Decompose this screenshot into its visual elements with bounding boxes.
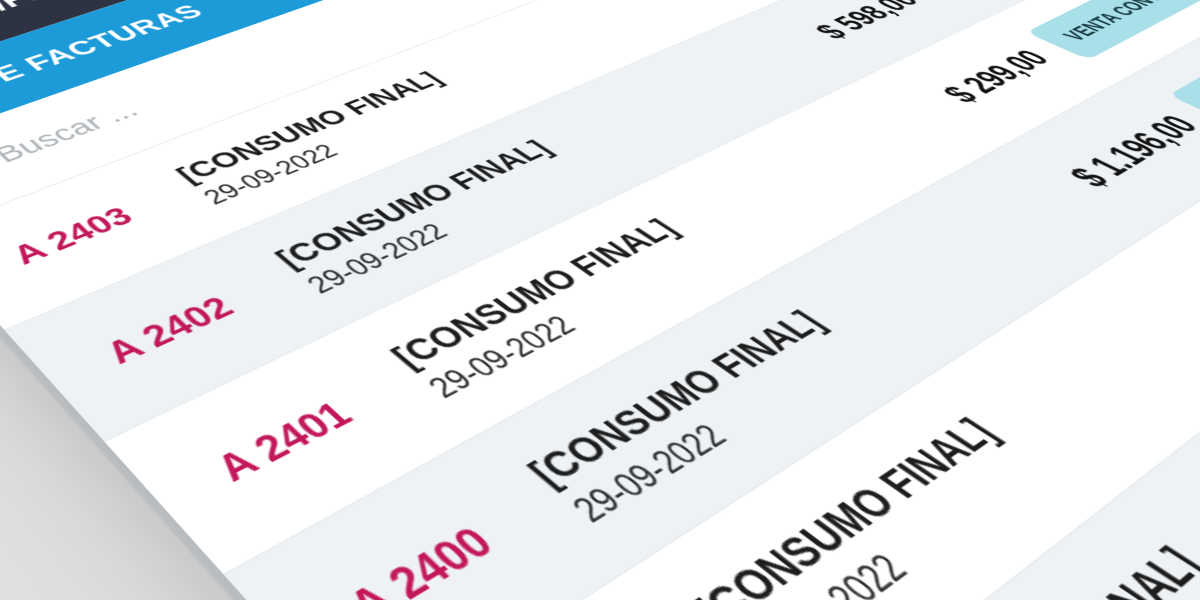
invoice-number: A 2401 (206, 394, 362, 490)
invoice-number: A 2400 (337, 518, 505, 600)
invoice-number: A 2402 (97, 290, 243, 371)
invoice-amount: $ 598,00 (807, 0, 928, 44)
invoice-number: A 2403 (4, 202, 141, 271)
invoice-amount: $ 299,00 (934, 45, 1060, 108)
invoice-amount: $ 1.196,00 (1059, 110, 1200, 194)
